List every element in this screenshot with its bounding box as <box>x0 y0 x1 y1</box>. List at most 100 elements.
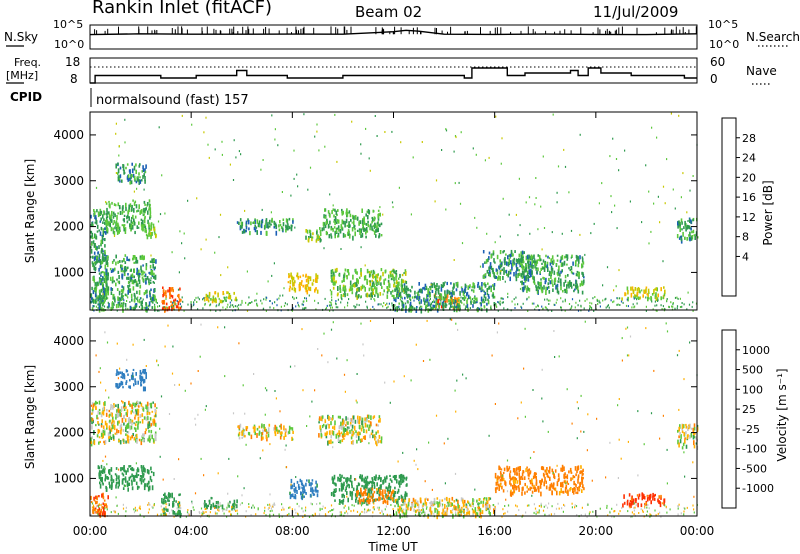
power-cell <box>656 287 658 292</box>
power-cell <box>130 279 132 282</box>
velocity-cell <box>116 476 118 480</box>
power-cell <box>469 284 471 288</box>
power-cell <box>155 298 157 303</box>
power-cell <box>527 278 530 282</box>
velocity-cell <box>512 491 514 496</box>
power-cell <box>190 302 192 305</box>
velocity-cell <box>346 479 348 484</box>
power-cell <box>214 251 216 254</box>
power-cell <box>417 290 420 294</box>
velocity-cell <box>132 468 135 472</box>
velocity-cell <box>131 486 134 491</box>
power-cell <box>657 195 659 198</box>
power-cell <box>329 220 331 225</box>
power-cell <box>205 238 207 241</box>
power-cell <box>227 266 229 269</box>
power-cell <box>408 293 410 298</box>
power-cell <box>325 221 328 225</box>
power-cell <box>487 298 489 301</box>
power-cell <box>104 264 107 270</box>
power-cell <box>134 215 137 219</box>
power-cell <box>487 258 489 263</box>
velocity-cell <box>145 374 147 379</box>
power-cell <box>122 205 124 210</box>
power-cell <box>579 233 581 236</box>
power-cell <box>540 205 542 208</box>
power-cell <box>426 297 428 300</box>
power-cell <box>127 174 130 179</box>
velocity-cell <box>443 510 446 514</box>
velocity-cell <box>109 413 111 417</box>
power-cell <box>396 291 398 295</box>
velocity-cell <box>349 490 352 495</box>
velocity-cell <box>339 415 341 419</box>
power-cell <box>178 293 180 299</box>
power-cell <box>124 141 126 144</box>
velocity-cell <box>352 415 355 420</box>
velocity-cell <box>134 479 136 482</box>
power-cell <box>450 297 452 300</box>
power-cell <box>330 225 333 230</box>
power-cell <box>564 300 566 303</box>
velocity-cell <box>438 511 440 516</box>
power-cell <box>507 296 509 299</box>
power-cell <box>582 280 585 285</box>
velocity-cell <box>293 482 295 488</box>
power-cell <box>317 234 319 239</box>
velocity-cell <box>162 498 165 501</box>
power-cell <box>440 293 443 298</box>
velocity-cell <box>387 491 390 494</box>
power-cell <box>100 217 102 221</box>
velocity-cell <box>558 491 561 496</box>
power-cell <box>281 227 284 232</box>
power-cell <box>434 286 437 290</box>
power-cell <box>146 306 148 309</box>
power-cell <box>124 118 126 121</box>
power-cell <box>96 256 98 261</box>
velocity-cell <box>127 431 130 434</box>
power-cell <box>119 180 121 183</box>
power-cell <box>294 288 297 293</box>
velocity-cell <box>512 478 515 483</box>
power-cell <box>423 286 425 290</box>
velocity-cell <box>446 501 449 504</box>
velocity-cell <box>374 499 377 502</box>
power-cell <box>404 285 406 291</box>
power-cell <box>479 265 482 268</box>
velocity-cell <box>134 378 136 383</box>
velocity-cell <box>177 509 180 514</box>
velocity-cell <box>658 500 660 504</box>
power-cell <box>368 157 370 160</box>
velocity-cell <box>436 497 439 500</box>
power-cell <box>380 282 382 286</box>
power-cell <box>457 298 459 303</box>
power-cell <box>106 277 108 282</box>
velocity-cell <box>340 482 343 488</box>
power-cell <box>171 295 174 299</box>
power-cell <box>150 225 152 230</box>
power-cell <box>433 301 436 304</box>
velocity-cell <box>387 486 389 492</box>
velocity-cell <box>366 481 369 486</box>
velocity-cell <box>121 478 124 482</box>
velocity-cell <box>324 432 327 437</box>
power-cell <box>179 230 181 233</box>
velocity-cell <box>135 372 137 376</box>
velocity-cell <box>535 476 537 480</box>
velocity-cell <box>210 496 213 500</box>
velocity-cell <box>550 483 553 487</box>
power-cell <box>465 305 467 308</box>
velocity-cell <box>236 499 238 504</box>
velocity-cell <box>142 370 144 374</box>
power-cell <box>140 255 142 260</box>
power-cell <box>170 294 172 298</box>
power-cell <box>117 280 120 283</box>
velocity-cell <box>122 473 125 477</box>
power-cell <box>462 291 465 296</box>
power-cell <box>316 289 319 294</box>
velocity-cell <box>99 473 102 477</box>
velocity-cell <box>135 438 137 443</box>
power-cell <box>425 298 427 303</box>
velocity-cell <box>369 434 371 439</box>
power-cell <box>403 288 406 292</box>
